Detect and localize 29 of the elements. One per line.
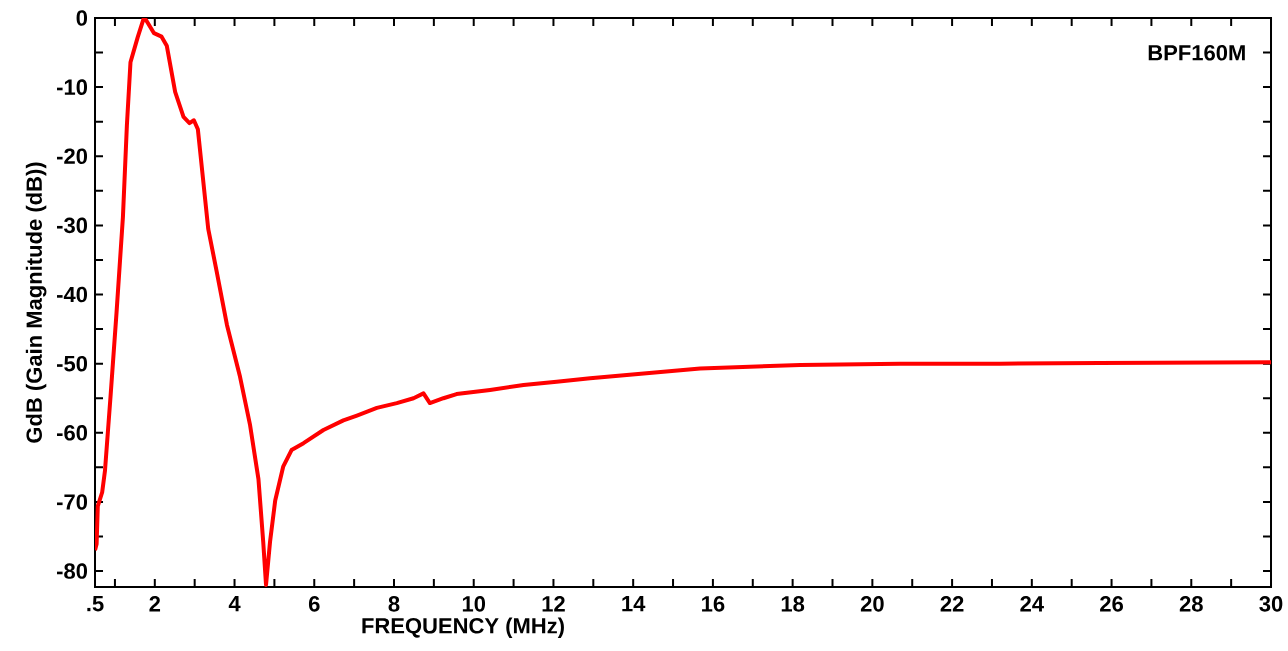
y-tick-label: -70 [56, 494, 88, 510]
y-tick-label: 0 [76, 10, 88, 26]
y-axis-title: GdB (Gain Magnitude (dB)) [25, 162, 47, 443]
x-tick-label: 10 [462, 596, 486, 612]
y-tick-label: -60 [56, 425, 88, 441]
x-tick-label: 14 [622, 596, 646, 612]
y-tick-label: -50 [56, 355, 88, 372]
x-tick-label: 6 [308, 596, 320, 612]
y-tick-label: -80 [56, 563, 88, 579]
annotation: BPF160M [1148, 44, 1245, 61]
y-tick-label: -10 [56, 79, 88, 95]
x-tick-label: .5 [87, 596, 104, 612]
x-tick-label: 16 [702, 596, 725, 612]
x-tick-label: 18 [781, 596, 805, 612]
x-tick-label: 20 [860, 596, 884, 612]
line-series [95, 17, 1272, 587]
x-tick-label: 8 [388, 596, 400, 612]
x-tick-label: 26 [1100, 596, 1123, 612]
x-tick-label: 30 [1259, 596, 1283, 612]
y-tick-label: -30 [56, 217, 88, 234]
x-tick-label: 2 [149, 596, 161, 612]
x-tick-label: 22 [940, 596, 964, 612]
y-tick-label: -40 [56, 286, 88, 303]
x-tick-label: 4 [228, 596, 241, 612]
x-axis-title: FREQUENCY (MHz) [362, 617, 564, 638]
x-tick-label: 24 [1020, 596, 1044, 612]
x-tick-label: 28 [1179, 596, 1203, 612]
x-tick-label: 12 [542, 596, 565, 612]
y-tick-label: -20 [56, 148, 88, 165]
